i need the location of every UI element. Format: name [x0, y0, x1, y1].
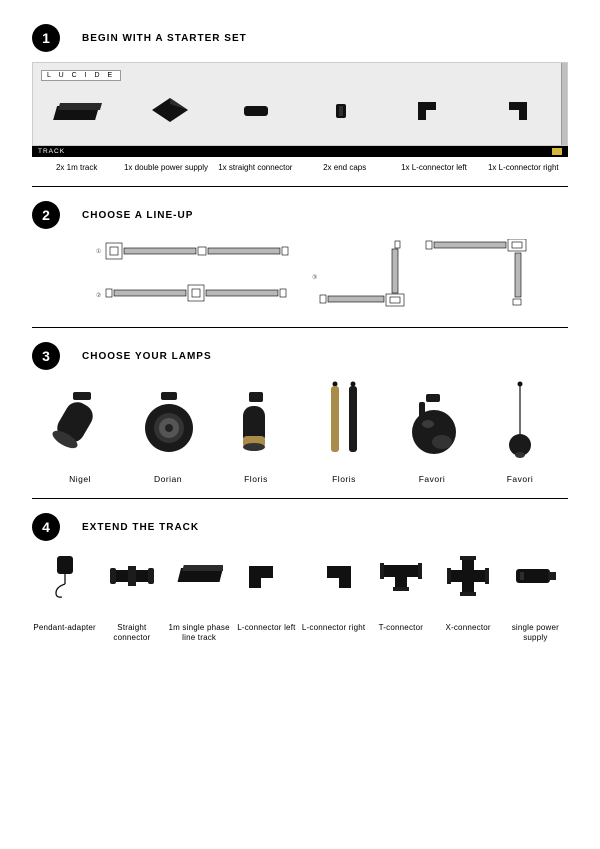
- single-power-icon: [512, 565, 558, 587]
- starter-item-straight-connector: [214, 100, 300, 122]
- lamp-label: Favori: [507, 474, 534, 484]
- extend-item-single-power: single power supply: [503, 551, 568, 644]
- caption: 1x L-connector right: [479, 163, 568, 172]
- lamp-item-dorian: Dorian: [124, 380, 212, 484]
- lamp-item-favori-ball: Favori: [388, 380, 476, 484]
- extend-label: T-connector: [379, 623, 423, 633]
- lamp-icon: [319, 380, 369, 460]
- starter-banner: L U C I D E: [32, 62, 568, 146]
- pendant-adapter-icon: [47, 554, 83, 598]
- brand-label: L U C I D E: [41, 70, 121, 81]
- extend-label: L-connector right: [302, 623, 365, 633]
- extend-item-x-connector: X-connector: [436, 551, 501, 644]
- lamp-icon: [404, 390, 460, 460]
- svg-text:②: ②: [96, 292, 101, 299]
- extend-label: Straight connector: [99, 623, 164, 644]
- line-track-icon: [175, 560, 223, 592]
- lineup-diagram-corner: [418, 239, 538, 309]
- l-connector-left-icon: [245, 560, 287, 592]
- section-header: 2 CHOOSE A LINE-UP: [32, 201, 568, 229]
- starter-item-track: [41, 96, 127, 126]
- step-number-3: 3: [32, 342, 60, 370]
- extend-label: single power supply: [503, 623, 568, 644]
- divider: [32, 327, 568, 328]
- starter-item-end-caps: [300, 100, 386, 122]
- starter-row: [41, 85, 559, 137]
- straight-connector-icon: [108, 564, 156, 588]
- extend-label: L-connector left: [237, 623, 295, 633]
- extend-label: 1m single phase line track: [167, 623, 232, 644]
- extend-item-line-track: 1m single phase line track: [167, 551, 232, 644]
- lamp-label: Nigel: [69, 474, 91, 484]
- starter-item-l-right: [473, 96, 559, 126]
- lamp-icon: [231, 390, 281, 460]
- banner-bottom-bar: TRACK: [32, 146, 568, 157]
- extend-label: X-connector: [445, 623, 490, 633]
- extend-item-t-connector: T-connector: [368, 551, 433, 644]
- l-connector-right-icon: [313, 560, 355, 592]
- lamp-label: Floris: [332, 474, 356, 484]
- step-number-4: 4: [32, 513, 60, 541]
- lamp-label: Favori: [419, 474, 446, 484]
- lamp-item-nigel: Nigel: [36, 380, 124, 484]
- svg-text:③: ③: [312, 274, 317, 281]
- lamp-icon: [139, 390, 197, 460]
- section-extend: 4 EXTEND THE TRACK Pendant-adapter: [32, 513, 568, 644]
- section-title: CHOOSE A LINE-UP: [82, 210, 193, 221]
- section-header: 3 CHOOSE YOUR LAMPS: [32, 342, 568, 370]
- section-header: 1 BEGIN WITH A STARTER SET: [32, 24, 568, 52]
- step-number-2: 2: [32, 201, 60, 229]
- starter-item-power-supply: [127, 94, 213, 128]
- starter-captions: 2x 1m track 1x double power supply 1x st…: [32, 163, 568, 172]
- lineup-diagram-linear: ① ②: [92, 239, 302, 309]
- caption: 2x 1m track: [32, 163, 121, 172]
- extend-item-pendant-adapter: Pendant-adapter: [32, 551, 97, 644]
- section-starter-set: 1 BEGIN WITH A STARTER SET L U C I D E: [32, 24, 568, 172]
- svg-text:①: ①: [96, 248, 101, 255]
- extend-item-l-right: L-connector right: [301, 551, 366, 644]
- bottom-bar-accent: [552, 148, 562, 155]
- extend-label: Pendant-adapter: [33, 623, 96, 633]
- lamp-icon: [500, 380, 540, 460]
- section-title: CHOOSE YOUR LAMPS: [82, 351, 212, 362]
- divider: [32, 186, 568, 187]
- section-title: BEGIN WITH A STARTER SET: [82, 33, 247, 44]
- caption: 1x straight connector: [211, 163, 300, 172]
- lamp-label: Dorian: [154, 474, 182, 484]
- lamp-item-floris-pendant: Floris: [300, 380, 388, 484]
- lineup-diagrams: ① ② ③: [32, 239, 568, 313]
- x-connector-icon: [445, 556, 491, 596]
- section-title: EXTEND THE TRACK: [82, 522, 199, 533]
- extend-item-straight-connector: Straight connector: [99, 551, 164, 644]
- lamp-item-favori-pendant: Favori: [476, 380, 564, 484]
- banner-sidebar: [561, 63, 567, 145]
- t-connector-icon: [378, 559, 424, 593]
- caption: 1x double power supply: [121, 163, 210, 172]
- extend-item-l-left: L-connector left: [234, 551, 299, 644]
- section-header: 4 EXTEND THE TRACK: [32, 513, 568, 541]
- step-number-1: 1: [32, 24, 60, 52]
- extend-row: Pendant-adapter Straight connector: [32, 551, 568, 644]
- section-lineup: 2 CHOOSE A LINE-UP ① ②: [32, 201, 568, 313]
- lineup-diagram-l-shape: ③: [310, 239, 410, 309]
- starter-item-l-left: [386, 96, 472, 126]
- section-lamps: 3 CHOOSE YOUR LAMPS Nigel: [32, 342, 568, 484]
- lamp-item-floris-spot: Floris: [212, 380, 300, 484]
- bottom-bar-label: TRACK: [38, 148, 65, 155]
- divider: [32, 498, 568, 499]
- lamp-row: Nigel Dorian: [32, 380, 568, 484]
- lamp-label: Floris: [244, 474, 268, 484]
- caption: 2x end caps: [300, 163, 389, 172]
- lamp-icon: [51, 390, 109, 460]
- caption: 1x L-connector left: [389, 163, 478, 172]
